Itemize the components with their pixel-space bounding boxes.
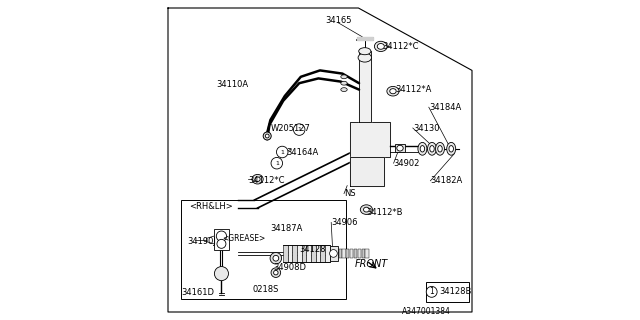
Text: 34902: 34902 [394,159,420,168]
Text: 1: 1 [429,287,434,296]
Polygon shape [321,245,325,262]
Text: W205127: W205127 [270,124,310,132]
Text: <RH&LH>: <RH&LH> [189,202,232,211]
Ellipse shape [364,207,369,212]
Polygon shape [297,245,302,262]
Text: 34112*C: 34112*C [248,176,285,185]
Text: 34130: 34130 [413,124,439,132]
Ellipse shape [252,174,263,184]
Polygon shape [365,249,369,258]
Text: 0218S: 0218S [253,285,279,294]
Ellipse shape [449,146,453,152]
Text: <GREASE>: <GREASE> [223,234,266,243]
Bar [396,144,405,152]
Circle shape [330,250,337,257]
Circle shape [217,239,226,248]
Ellipse shape [374,41,387,52]
Text: 34908D: 34908D [274,263,307,272]
Text: 34161D: 34161D [181,288,214,297]
Ellipse shape [447,142,456,155]
Ellipse shape [397,145,403,151]
Polygon shape [351,122,390,157]
Circle shape [271,157,283,169]
Polygon shape [302,245,307,262]
Polygon shape [346,249,349,258]
Text: 34112*B: 34112*B [366,208,403,217]
Polygon shape [311,245,316,262]
Polygon shape [307,245,311,262]
Polygon shape [283,245,288,262]
Text: 34110A: 34110A [216,80,248,89]
Polygon shape [350,249,353,258]
Text: 1: 1 [297,127,301,132]
Text: 34112*A: 34112*A [396,85,431,94]
Circle shape [276,146,288,158]
Polygon shape [357,37,372,40]
Polygon shape [351,157,384,186]
Text: 34182A: 34182A [430,176,463,185]
Polygon shape [354,249,357,258]
Ellipse shape [438,146,442,152]
Text: 34190J: 34190J [187,237,216,246]
Ellipse shape [378,44,384,49]
Ellipse shape [390,89,396,94]
Polygon shape [288,245,292,262]
Ellipse shape [358,53,372,62]
Ellipse shape [341,88,347,92]
Text: 34128: 34128 [300,245,326,254]
Ellipse shape [418,142,427,155]
Circle shape [271,268,281,277]
Bar [330,246,338,261]
Polygon shape [292,245,297,262]
Polygon shape [359,58,371,122]
Ellipse shape [341,75,347,79]
Text: 34164A: 34164A [287,148,319,156]
Polygon shape [358,249,361,258]
Circle shape [214,267,228,281]
Ellipse shape [435,142,445,155]
Text: 34165: 34165 [325,16,351,25]
Ellipse shape [265,134,269,138]
Text: 34112*C: 34112*C [383,42,419,51]
Text: 34128B: 34128B [439,287,472,296]
Ellipse shape [360,205,372,214]
Polygon shape [339,249,342,258]
Text: 1: 1 [275,161,279,166]
Text: 1: 1 [280,149,284,155]
Text: 34184A: 34184A [429,103,461,112]
Ellipse shape [387,86,399,96]
Text: NS: NS [344,189,356,198]
Ellipse shape [430,146,435,152]
Polygon shape [325,245,330,262]
Text: FRONT: FRONT [355,259,388,269]
Circle shape [426,286,437,297]
Circle shape [293,124,305,135]
Circle shape [270,252,282,264]
Ellipse shape [428,142,436,155]
Ellipse shape [359,48,371,55]
Polygon shape [316,245,321,262]
Text: 34906: 34906 [332,218,358,227]
Bar [426,282,468,302]
Circle shape [274,270,278,275]
Bar [214,229,229,250]
Ellipse shape [420,146,425,152]
Bar [181,200,346,299]
Ellipse shape [263,132,271,140]
Ellipse shape [255,177,260,181]
Text: A347001384: A347001384 [402,308,451,316]
Polygon shape [362,249,365,258]
Circle shape [273,255,279,261]
Circle shape [216,231,227,241]
Polygon shape [342,249,346,258]
Text: 34187A: 34187A [270,224,303,233]
Ellipse shape [341,81,347,85]
